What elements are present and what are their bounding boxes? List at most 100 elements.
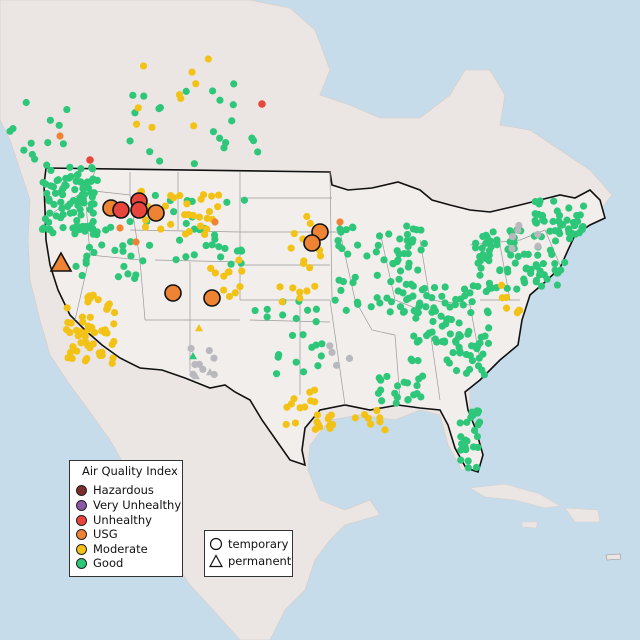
monitor-site	[87, 221, 95, 229]
monitor-site	[412, 314, 420, 322]
monitor-site	[116, 224, 124, 232]
monitor-site	[188, 68, 196, 76]
monitor-site	[279, 311, 287, 319]
monitor-site	[203, 214, 211, 222]
moderate-swatch	[76, 543, 87, 555]
monitor-site	[110, 337, 118, 346]
monitor-site	[502, 304, 511, 312]
monitor-site	[376, 299, 384, 307]
monitor-site	[565, 204, 573, 212]
monitor-site	[555, 211, 564, 220]
monitor-site	[534, 230, 542, 239]
monitor-site	[53, 176, 61, 185]
monitor-site	[292, 358, 300, 366]
monitor-site	[337, 286, 345, 294]
legend-item-very-unhealthy: Very Unhealthy	[76, 498, 181, 512]
monitor-site	[205, 346, 213, 355]
monitor-site	[81, 333, 89, 341]
jamaica	[521, 521, 539, 529]
highlighted-site	[303, 234, 321, 252]
monitor-site	[72, 262, 80, 270]
monitor-site	[209, 128, 218, 136]
good-swatch	[76, 557, 87, 569]
monitor-site	[225, 268, 233, 276]
monitor-site	[170, 208, 178, 216]
monitor-site	[472, 463, 481, 472]
monitor-site	[353, 241, 362, 249]
monitor-site	[513, 309, 521, 317]
monitor-site	[576, 211, 584, 219]
monitor-site	[187, 344, 195, 353]
monitor-site	[299, 259, 308, 268]
monitor-site	[331, 296, 339, 304]
monitor-site	[296, 288, 304, 296]
monitor-site	[311, 398, 319, 406]
monitor-site	[514, 226, 522, 234]
monitor-site	[66, 200, 74, 208]
monitor-site	[409, 225, 417, 233]
monitor-site	[110, 308, 119, 317]
monitor-site	[488, 284, 496, 292]
monitor-site	[446, 303, 454, 311]
monitor-site	[114, 273, 123, 281]
monitor-site	[373, 406, 381, 415]
monitor-site	[41, 215, 49, 223]
monitor-site	[177, 94, 185, 103]
monitor-site	[460, 285, 469, 293]
monitor-type-legend: temporary permanent	[204, 530, 293, 577]
monitor-site	[66, 348, 75, 357]
monitor-site	[76, 178, 84, 186]
hispaniola	[564, 507, 601, 523]
monitor-site	[299, 331, 307, 339]
monitor-site	[381, 426, 389, 434]
monitor-site	[74, 332, 82, 340]
monitor-site	[325, 422, 333, 430]
monitor-site	[373, 271, 381, 279]
monitor-site	[65, 174, 73, 182]
monitor-site	[303, 306, 312, 314]
monitor-site	[83, 252, 91, 260]
monitor-site	[569, 218, 578, 227]
monitor-site	[349, 278, 357, 287]
legend-label: USG	[93, 527, 118, 541]
monitor-site	[155, 157, 164, 165]
monitor-site	[61, 181, 69, 189]
monitor-site	[205, 207, 214, 216]
monitor-site	[83, 355, 91, 363]
monitor-site	[420, 239, 429, 248]
monitor-site	[312, 305, 321, 313]
monitor-site	[44, 139, 52, 147]
monitor-site	[43, 189, 51, 198]
monitor-site	[52, 212, 60, 220]
monitor-site	[145, 241, 154, 249]
monitor-site	[484, 339, 493, 347]
monitor-site	[211, 235, 219, 243]
monitor-site	[470, 426, 479, 435]
monitor-site	[214, 203, 222, 211]
monitor-site	[375, 374, 383, 382]
monitor-site	[399, 289, 407, 297]
monitor-site	[508, 233, 517, 241]
monitor-site	[418, 372, 427, 380]
monitor-site	[478, 244, 486, 252]
monitor-site	[77, 165, 85, 173]
monitor-site	[59, 223, 67, 232]
monitor-site	[415, 336, 423, 345]
monitor-site	[292, 314, 300, 323]
monitor-site	[72, 326, 81, 334]
monitor-site	[169, 194, 178, 202]
legend-item-hazardous: Hazardous	[76, 483, 154, 497]
monitor-site	[553, 281, 561, 289]
monitor-site	[209, 87, 217, 95]
monitor-site	[463, 418, 471, 426]
monitor-site	[403, 222, 411, 230]
monitor-site	[539, 260, 547, 268]
monitor-site	[449, 348, 457, 357]
legend-item-moderate: Moderate	[76, 542, 148, 556]
monitor-site	[367, 303, 375, 311]
monitor-site	[441, 283, 449, 291]
monitor-site	[190, 122, 198, 130]
monitor-site	[134, 104, 142, 112]
monitor-site	[345, 354, 354, 362]
monitor-site	[156, 104, 164, 112]
